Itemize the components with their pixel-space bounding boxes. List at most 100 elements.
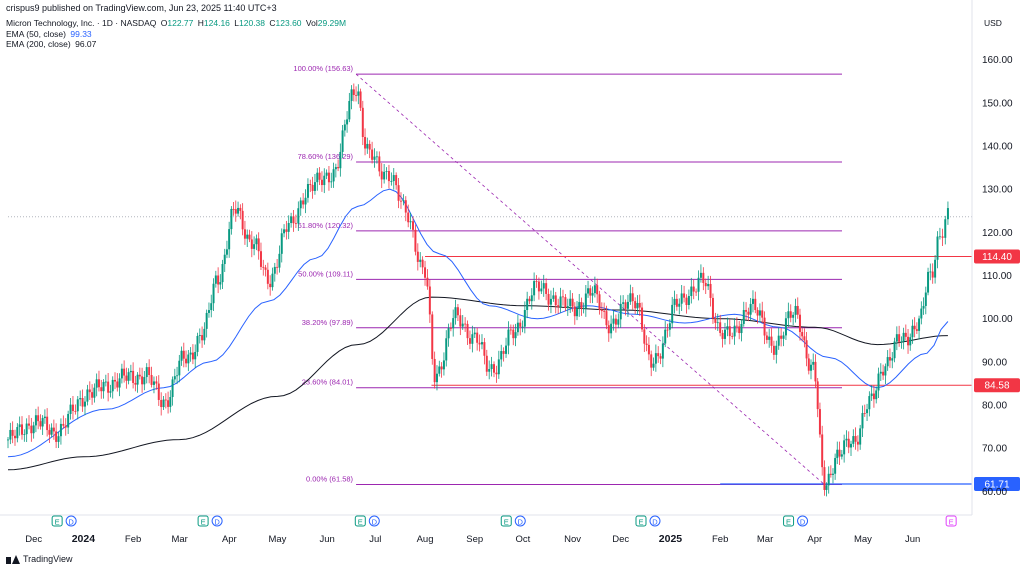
- candle-body: [104, 381, 107, 383]
- candle-body: [695, 291, 698, 293]
- candle-body: [404, 200, 407, 213]
- candle-body: [591, 293, 594, 296]
- candle-body: [831, 473, 834, 475]
- candle-body: [605, 311, 608, 326]
- ema50-row[interactable]: EMA (50, close) 99.33: [6, 29, 346, 40]
- y-tick-label: 110.00: [982, 271, 1012, 282]
- candle-body: [936, 236, 939, 260]
- fib-level-label: 61.80% (120.32): [298, 221, 354, 230]
- candle-body: [271, 273, 274, 288]
- candle-body: [11, 429, 14, 436]
- candle-body: [180, 350, 183, 361]
- candle-body: [754, 298, 757, 310]
- candle-body: [533, 281, 536, 296]
- candle-body: [364, 136, 367, 149]
- candle-body: [476, 332, 479, 343]
- high-value: 124.16: [203, 18, 230, 28]
- candle-body: [164, 399, 167, 401]
- candle-body: [334, 167, 337, 170]
- dividend-marker-icon: [514, 515, 526, 527]
- candle-body: [414, 229, 417, 252]
- candle-body: [488, 369, 491, 372]
- candle-body: [493, 364, 496, 373]
- candle-body: [564, 297, 567, 308]
- candle-body: [239, 207, 242, 211]
- y-tick-label: 100.00: [982, 314, 1013, 325]
- candle-body: [433, 358, 436, 383]
- candle-body: [789, 311, 792, 318]
- candle-body: [673, 298, 676, 305]
- candle-body: [69, 404, 72, 414]
- candle-body: [91, 392, 94, 398]
- candle-body: [545, 283, 548, 294]
- candle-body: [255, 238, 258, 245]
- event-marker-label: D: [518, 518, 524, 527]
- candle-body: [327, 172, 330, 183]
- candle-body: [834, 458, 837, 474]
- candle-body: [71, 404, 74, 412]
- candle-body: [569, 298, 572, 307]
- candle-body: [373, 156, 376, 160]
- candle-body: [132, 370, 135, 383]
- candle-body: [138, 374, 141, 377]
- candle-body: [886, 357, 889, 367]
- dividend-marker-icon: [65, 515, 77, 527]
- candle-body: [907, 336, 910, 346]
- y-tick-label: 160.00: [982, 55, 1013, 66]
- candle-body: [442, 360, 445, 370]
- candle-body: [217, 275, 220, 285]
- candle-body: [343, 124, 346, 131]
- candle-body: [257, 238, 260, 252]
- candle-body: [787, 311, 790, 319]
- candle-body: [141, 376, 144, 385]
- candle-body: [523, 310, 526, 327]
- candle-body: [840, 454, 843, 457]
- candle-body: [380, 171, 383, 180]
- candle-body: [392, 175, 395, 182]
- candle-body: [431, 314, 434, 359]
- high-label: H: [197, 18, 204, 28]
- earnings-marker-icon: [354, 515, 366, 527]
- candle-body: [629, 293, 632, 302]
- ema200-row[interactable]: EMA (200, close) 96.07: [6, 39, 346, 50]
- candle-body: [246, 234, 249, 239]
- candle-body: [500, 351, 503, 360]
- symbol-name[interactable]: Micron Technology, Inc. · 1D · NASDAQ: [6, 18, 157, 28]
- candle-body: [497, 359, 500, 375]
- fib-level-label: 50.00% (109.11): [298, 269, 353, 278]
- candle-body: [264, 267, 267, 270]
- close-label: C: [269, 18, 276, 28]
- earnings-marker-icon: [945, 515, 957, 527]
- brand-name[interactable]: TradingView: [23, 554, 73, 564]
- candle-body: [109, 391, 112, 393]
- candle-body: [829, 473, 832, 475]
- candle-body: [449, 328, 452, 329]
- candle-body: [339, 151, 342, 169]
- candle-body: [697, 277, 700, 292]
- tradingview-logo-icon: [6, 554, 20, 564]
- candle-body: [13, 435, 16, 439]
- candle-body: [514, 332, 517, 339]
- candle-body: [59, 423, 62, 437]
- candle-body: [187, 354, 190, 364]
- candle-body: [395, 175, 398, 186]
- fib-level-label: 23.60% (84.01): [302, 378, 354, 387]
- candle-body: [407, 212, 410, 223]
- candle-body: [814, 361, 817, 382]
- candle-body: [79, 398, 82, 400]
- candle-body: [120, 368, 123, 379]
- candle-body: [749, 303, 752, 315]
- candle-body: [761, 310, 764, 318]
- candle-body: [634, 301, 637, 309]
- candle-body: [702, 272, 705, 283]
- candle-body: [502, 351, 505, 354]
- candle-body: [929, 271, 932, 273]
- candle-body: [756, 309, 759, 316]
- fib-level-label: 100.00% (156.63): [293, 64, 353, 73]
- candle-body: [219, 282, 222, 285]
- candle-body: [807, 358, 810, 371]
- candle-body: [294, 223, 297, 225]
- level-badge-label: 84.58: [984, 381, 1009, 392]
- candle-body: [143, 377, 146, 385]
